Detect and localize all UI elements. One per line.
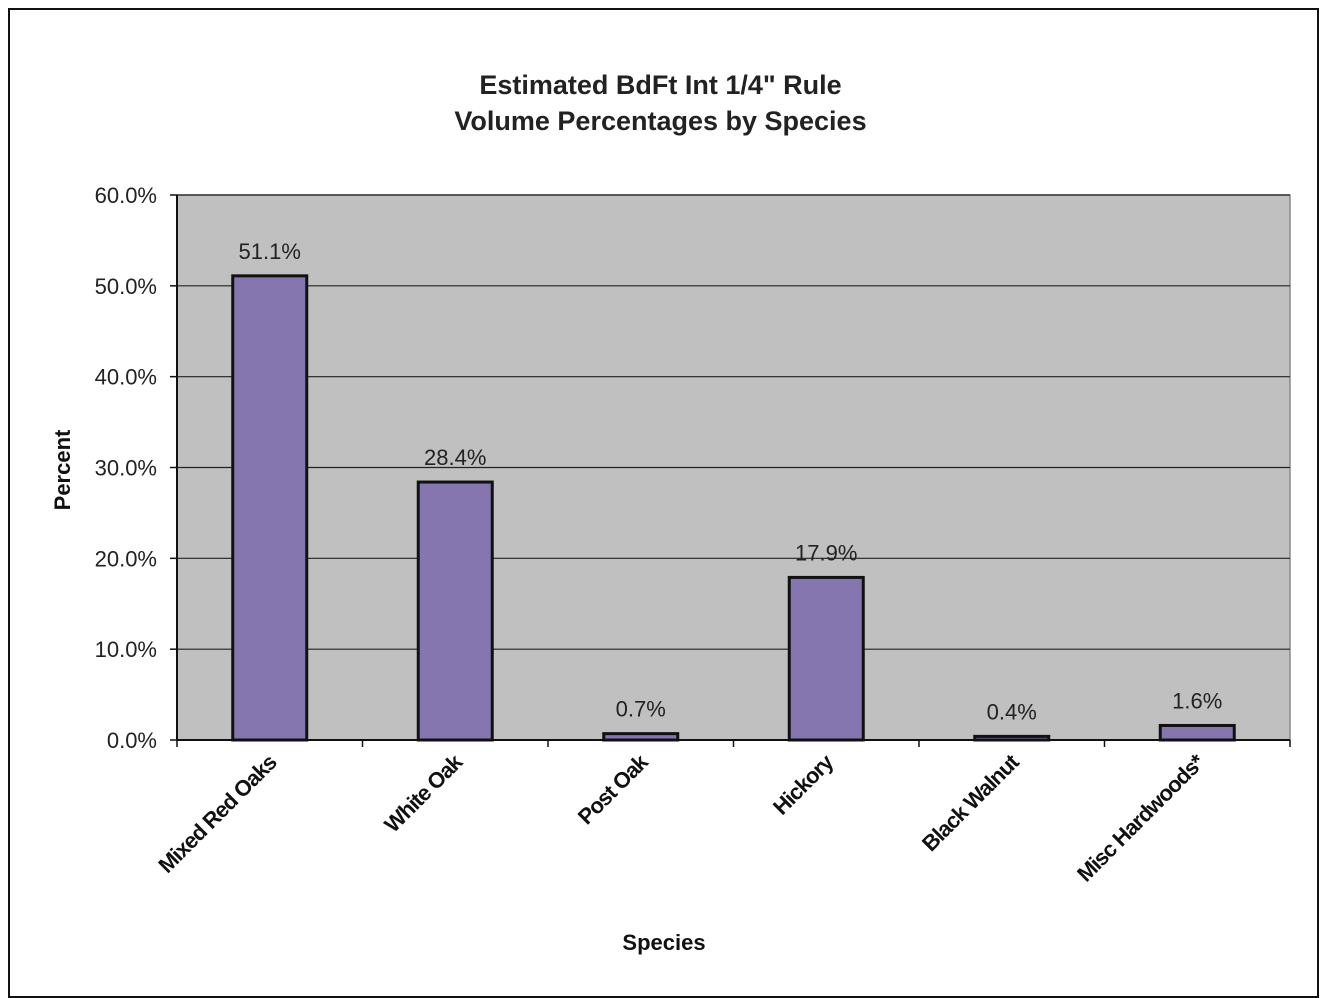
x-tick-label: Post Oak: [573, 749, 654, 830]
gridlines: [177, 194, 1290, 650]
data-label: 51.1%: [239, 239, 301, 264]
y-tick-label: 50.0%: [95, 274, 157, 299]
axes: [170, 194, 1291, 747]
y-tick-label: 60.0%: [95, 183, 157, 208]
y-tick-label: 0.0%: [107, 728, 157, 753]
x-tick-label: Mixed Red Oaks: [153, 749, 281, 877]
data-label: 0.7%: [616, 697, 666, 722]
y-axis-title: Percent: [50, 429, 75, 510]
chart-title-line-1: Estimated BdFt Int 1/4" Rule: [479, 70, 842, 100]
bar: [231, 274, 309, 742]
x-tick-label: White Oak: [379, 749, 468, 838]
x-axis-title: Species: [622, 930, 705, 955]
y-tick-label: 30.0%: [95, 456, 157, 481]
data-label: 0.4%: [987, 699, 1037, 724]
y-tick-label: 20.0%: [95, 546, 157, 571]
x-tick-label: Black Walnut: [917, 749, 1024, 856]
x-tick-label: Misc Hardwoods*: [1072, 749, 1210, 887]
bar: [1158, 723, 1236, 742]
data-label: 28.4%: [424, 445, 486, 470]
y-tick-label: 40.0%: [95, 365, 157, 390]
chart-title-line-2: Volume Percentages by Species: [454, 106, 867, 136]
data-label: 17.9%: [795, 540, 857, 565]
y-tick-label: 10.0%: [95, 637, 157, 662]
bar: [416, 480, 494, 742]
data-label: 1.6%: [1172, 688, 1222, 713]
x-tick-label: Hickory: [768, 749, 839, 820]
bar: [787, 575, 865, 742]
bars: [231, 274, 1236, 742]
